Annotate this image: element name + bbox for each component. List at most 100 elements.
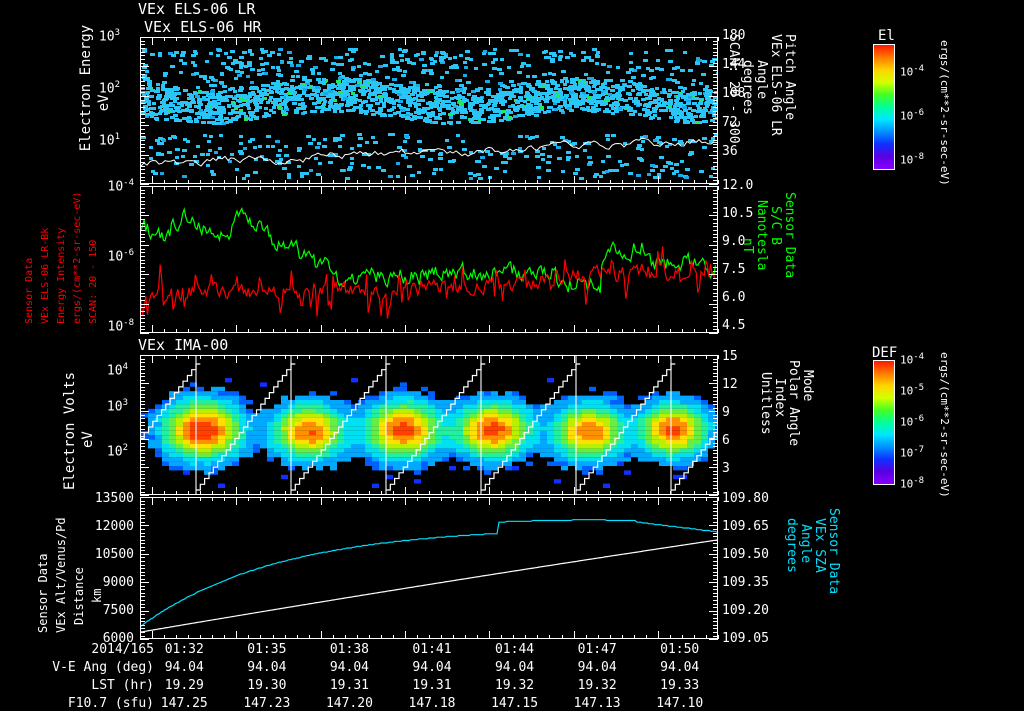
bottom-cell-r2-c2: 147.20 [325,696,373,711]
bottom-cell-r2-c6: 147.10 [656,696,704,711]
panel3-rtick-0: 15 [722,349,738,364]
colorbar2-tick-0: 10-4 [900,352,925,367]
panel3-ytick-10000: 104 [106,362,128,379]
colorbar2-units: ergs/(cm**2-sr-sec-eV) [938,352,951,498]
panel1-rtick-144: 144 [722,57,746,72]
panel4-left-label-0: Sensor Data [36,553,50,633]
bottom-cell-r0-c6: 94.04 [660,660,700,675]
colorbar2-title: DEF [872,345,898,361]
bottom-cell-r0-c2: 94.04 [329,660,369,675]
panel1-rtick-36: 36 [722,144,738,159]
colorbar1-tick-2: 10-8 [900,152,925,167]
panel2-left-label-0: Sensor Data [24,257,35,324]
panel2-right-label-0: Sensor Data [782,192,797,279]
panel1-right-label-3: degrees [740,60,755,115]
panel1-right-label-1: VEx ELS-06 LR [768,34,783,136]
panel2-rtick-2: 9.0 [722,234,746,249]
panel3-ytick-1000: 103 [106,398,128,415]
panel4-rtick-4: 109.20 [722,603,769,618]
bottom-cell-r1-c3: 19.31 [412,678,452,693]
panel3-plot-area[interactable] [140,355,718,495]
panel1-ytick-1000: 103 [98,28,120,45]
bottom-cell-r1-c4: 19.32 [494,678,535,693]
panel2-right-label-1: S/C B [768,206,783,246]
panel3-right-label-3: Unitless [758,372,773,435]
panel2-rtick-5: 4.5 [722,318,746,333]
panel1-spectrogram [141,48,717,180]
bottom-time-3: 01:41 [412,642,452,657]
bottom-time-4: 01:44 [494,642,535,657]
bottom-cell-r0-c3: 94.04 [412,660,452,675]
panel2-left-label-2: Energy Intensity [56,227,67,324]
panel1-rtick-72: 72 [722,115,738,130]
colorbar1-gradient[interactable] [873,44,895,170]
panel2-left-label-1: VEx ELS-06 LR-Bk [40,227,51,324]
panel4-rtick-5: 109.05 [722,631,769,646]
bottom-time-1: 01:35 [247,642,287,657]
panel3-right-label-0: Mode [800,370,815,402]
panel4-plot-area[interactable] [140,497,718,639]
colorbar1-tick-1: 10-6 [900,108,925,123]
panel4-ytick-1: 12000 [94,519,134,534]
panel4-ytick-3: 9000 [102,575,134,590]
colorbar2-tick-4: 10-8 [900,476,925,491]
panel2-rtick-3: 7.5 [722,262,746,277]
panel3-heatmap [141,356,717,494]
bottom-cell-r0-c1: 94.04 [247,660,287,675]
bottom-cell-r2-c3: 147.18 [408,696,456,711]
bottom-time-0: 01:32 [164,642,204,657]
panel1-title-hr: VEx ELS-06 HR [144,18,262,36]
panel4-rtick-3: 109.35 [722,575,769,590]
panel1-title-lr: VEx ELS-06 LR [138,0,256,18]
bottom-cell-r1-c5: 19.32 [577,678,617,693]
panel4-rtick-2: 109.50 [722,547,769,562]
bottom-time-5: 01:47 [577,642,617,657]
colorbar2-gradient[interactable] [873,360,895,485]
panel2-ytick-e8: 10-8 [107,318,135,335]
panel4-traces [141,519,717,633]
panel1-right-label-4: SCAN: 20 - 300 [726,34,741,144]
bottom-cell-r0-c4: 94.04 [494,660,535,675]
colorbar1-units: ergs/(cm**2-sr-sec-eV) [938,40,951,186]
panel4-rtick-1: 109.65 [722,519,769,534]
bottom-cell-r2-c1: 147.23 [243,696,291,711]
panel2-right-label-2: Nanotesla [754,200,769,271]
bottom-cell-r1-c1: 19.30 [247,678,287,693]
bottom-cell-r0-c5: 94.04 [577,660,617,675]
bottom-cell-r2-c4: 147.15 [491,696,539,711]
colorbar1-title: El [878,28,895,44]
panel4-ytick-5: 6000 [102,631,134,646]
panel4-right-label-3: degrees [784,518,799,573]
panel2-plot-area[interactable] [140,186,718,333]
panel2-rtick-1: 10.5 [722,206,754,221]
panel2-ytick-e6: 10-6 [107,248,135,265]
bottom-time-6: 01:50 [660,642,700,657]
bottom-cell-r1-c6: 19.33 [660,678,700,693]
colorbar2-tick-2: 10-6 [900,414,925,429]
panel3-rtick-3: 6 [722,433,730,448]
bottom-date-label: 2014/165 [91,642,154,657]
bottom-cell-r0-c0: 94.04 [164,660,204,675]
panel1-plot-area[interactable] [140,37,718,184]
panel2-rtick-4: 6.0 [722,290,746,305]
bottom-cell-r2-c0: 147.25 [160,696,208,711]
panel4-rtick-0: 109.80 [722,491,769,506]
panel3-right-label-2: Index [772,378,787,418]
bottom-cell-r1-c2: 19.31 [329,678,369,693]
panel2-traces [141,206,716,319]
panel1-ytick-10: 101 [98,132,120,149]
panel3-rtick-1: 12 [722,377,738,392]
colorbar2-tick-3: 10-7 [900,445,925,460]
panel2-ytick-e4: 10-4 [107,178,135,195]
panel3-rtick-4: 3 [722,461,730,476]
bottom-row-label-1: LST (hr) [91,678,154,693]
panel3-right-label-1: Polar Angle [786,360,801,447]
panel1-rtick-108: 108 [722,86,746,101]
panel3-title: VEx IMA-00 [138,336,229,354]
bottom-row-label-0: V-E Ang (deg) [52,660,154,675]
panel3-ytick-100: 102 [106,443,128,460]
colorbar1-tick-0: 10-4 [900,64,925,79]
panel4-right-label-2: Angle [798,524,813,564]
panel3-rtick-2: 9 [722,405,730,420]
